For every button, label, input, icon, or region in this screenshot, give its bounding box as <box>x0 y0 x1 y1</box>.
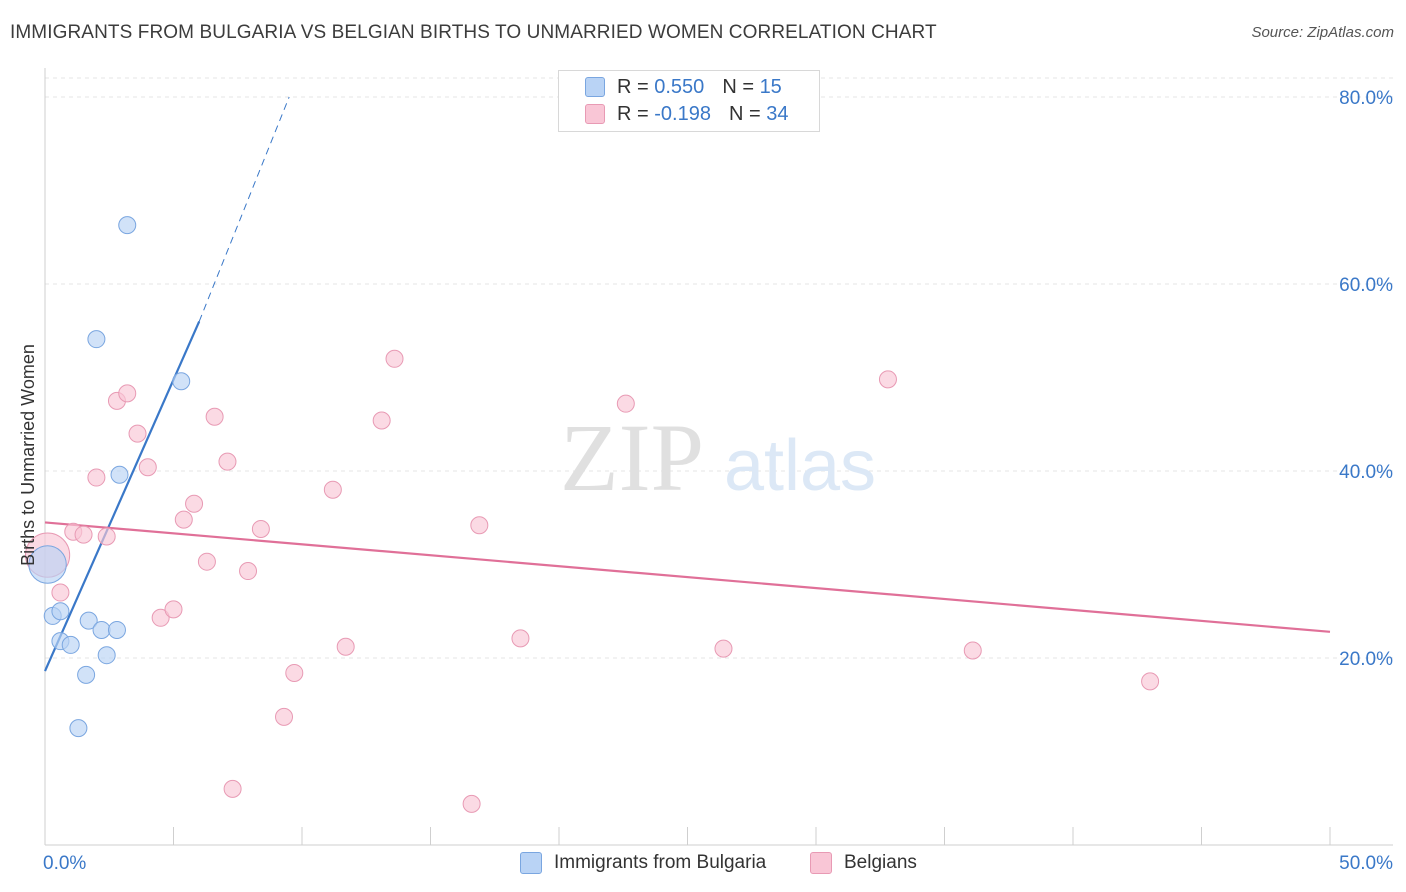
point-belgians <box>251 519 270 538</box>
legend-item-bulgaria[interactable]: Immigrants from Bulgaria <box>520 852 766 874</box>
point-bulgaria <box>172 372 191 391</box>
point-bulgaria <box>51 602 70 621</box>
point-bulgaria <box>28 545 67 584</box>
point-belgians <box>963 641 982 660</box>
point-belgians <box>714 639 733 658</box>
legend-n-value: 34 <box>766 102 789 125</box>
point-belgians <box>205 407 224 426</box>
legend-row-bulgaria: R = 0.550 N = 15 <box>585 74 782 100</box>
point-bulgaria <box>107 620 126 639</box>
point-belgians <box>239 562 258 581</box>
legend-swatch-bulgaria <box>585 77 605 97</box>
point-belgians <box>197 552 216 571</box>
legend-n-label: N = <box>728 102 761 125</box>
trend-line-belgians <box>44 521 1331 633</box>
legend-r-value: -0.198 <box>654 102 711 125</box>
x-tick-label: 0.0% <box>43 853 86 874</box>
point-belgians <box>218 452 237 471</box>
y-tick-label: 20.0% <box>1339 649 1393 670</box>
legend-n-value: 15 <box>759 75 782 98</box>
point-belgians <box>128 424 147 443</box>
trend-line-bulgaria-extension <box>198 96 290 322</box>
correlation-legend: R = 0.550 N = 15 R = -0.198 N = 34 <box>558 70 820 132</box>
y-tick-label: 80.0% <box>1339 88 1393 109</box>
point-bulgaria <box>79 611 98 630</box>
series-legend: Immigrants from Bulgaria Belgians <box>0 852 1406 878</box>
data-points <box>24 216 1160 813</box>
point-belgians <box>74 525 93 544</box>
watermark: ZIP atlas <box>560 404 876 511</box>
watermark-zip: ZIP <box>560 404 704 511</box>
legend-item-belgians[interactable]: Belgians <box>810 852 917 874</box>
legend-r-label: R = <box>617 75 649 98</box>
watermark-atlas: atlas <box>724 426 876 506</box>
y-tick-label: 60.0% <box>1339 275 1393 296</box>
point-belgians <box>223 779 242 798</box>
point-belgians <box>87 468 106 487</box>
point-belgians <box>174 510 193 529</box>
y-tick-label: 40.0% <box>1339 462 1393 483</box>
point-belgians <box>462 794 481 813</box>
axes <box>44 68 1393 846</box>
point-belgians <box>385 349 404 368</box>
legend-label-belgians: Belgians <box>844 852 917 873</box>
chart-title: IMMIGRANTS FROM BULGARIA VS BELGIAN BIRT… <box>10 22 937 43</box>
point-belgians <box>51 583 70 602</box>
point-belgians <box>511 629 530 648</box>
point-belgians <box>275 707 294 726</box>
legend-swatch-bulgaria <box>520 852 542 874</box>
point-bulgaria <box>69 719 88 738</box>
source-credit: Source: ZipAtlas.com <box>1251 24 1394 41</box>
point-bulgaria <box>92 620 111 639</box>
point-bulgaria <box>87 330 106 349</box>
point-bulgaria <box>77 665 96 684</box>
legend-swatch-belgians <box>810 852 832 874</box>
legend-label-bulgaria: Immigrants from Bulgaria <box>554 852 767 873</box>
point-belgians <box>470 516 489 535</box>
point-belgians <box>372 411 391 430</box>
legend-r-label: R = <box>617 102 649 125</box>
trend-lines <box>43 96 1331 672</box>
point-belgians <box>118 384 137 403</box>
point-belgians <box>97 527 116 546</box>
point-belgians <box>616 394 635 413</box>
point-belgians <box>336 637 355 656</box>
point-belgians <box>285 663 304 682</box>
tick-labels: 20.0% 40.0% 60.0% 80.0% 0.0% 50.0% <box>43 88 1393 874</box>
point-belgians <box>164 600 183 619</box>
legend-swatch-belgians <box>585 104 605 124</box>
point-bulgaria <box>110 465 129 484</box>
point-bulgaria <box>118 216 137 235</box>
point-bulgaria <box>61 635 80 654</box>
legend-row-belgians: R = -0.198 N = 34 <box>585 101 788 127</box>
legend-n-label: N = <box>722 75 754 98</box>
legend-r-value: 0.550 <box>654 75 705 98</box>
y-axis-label: Births to Unmarried Women <box>18 344 38 566</box>
point-belgians <box>138 458 157 477</box>
point-belgians <box>878 370 897 389</box>
point-belgians <box>151 608 170 627</box>
point-belgians <box>323 480 342 499</box>
point-bulgaria <box>97 646 116 665</box>
point-belgians <box>1141 672 1160 691</box>
x-tick-label: 50.0% <box>1339 853 1393 874</box>
point-belgians <box>185 494 204 513</box>
